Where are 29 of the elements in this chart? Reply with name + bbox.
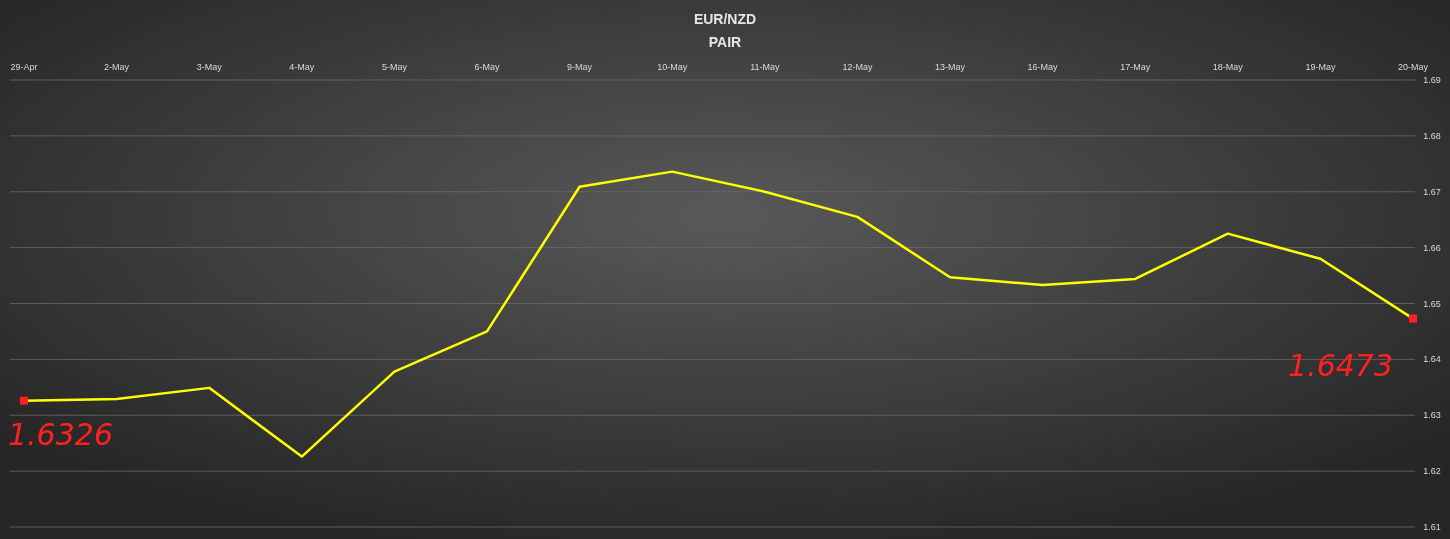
x-tick-label: 16-May [1027,62,1059,72]
x-tick-label: 19-May [1305,62,1336,72]
y-tick-label: 1.65 [1423,298,1441,309]
x-tick-label: 5-May [381,62,408,72]
x-tick-label: 3-May [196,62,223,72]
x-tick-label: 29-Apr [10,62,38,72]
y-tick-label: 1.68 [1423,130,1441,141]
y-tick-label: 1.69 [1423,75,1441,85]
x-tick-label: 10-May [657,62,688,72]
x-tick-label: 9-May [567,62,593,72]
x-tick-label: 4-May [289,62,315,72]
y-tick-label: 1.61 [1423,522,1441,532]
y-tick-label: 1.66 [1423,242,1441,253]
x-tick-label: 20-May [1397,62,1429,72]
chart-title: EUR/NZD [693,11,757,27]
y-tick-label: 1.67 [1423,186,1441,197]
x-tick-label: 13-May [934,62,966,72]
x-tick-label: 18-May [1212,62,1244,72]
y-tick-label: 1.64 [1423,354,1441,365]
x-tick-label: 2-May [104,62,130,72]
x-tick-label: 17-May [1120,62,1151,72]
y-tick-label: 1.63 [1423,410,1441,421]
x-tick-label: 11-May [750,62,780,72]
x-tick-label: 6-May [474,62,500,72]
annotation: 1.6473 [1288,347,1393,383]
y-tick-label: 1.62 [1423,466,1441,477]
chart-subtitle: PAIR [708,34,742,50]
x-tick-label: 12-May [842,62,873,72]
annotation: 1.6326 [8,416,113,452]
